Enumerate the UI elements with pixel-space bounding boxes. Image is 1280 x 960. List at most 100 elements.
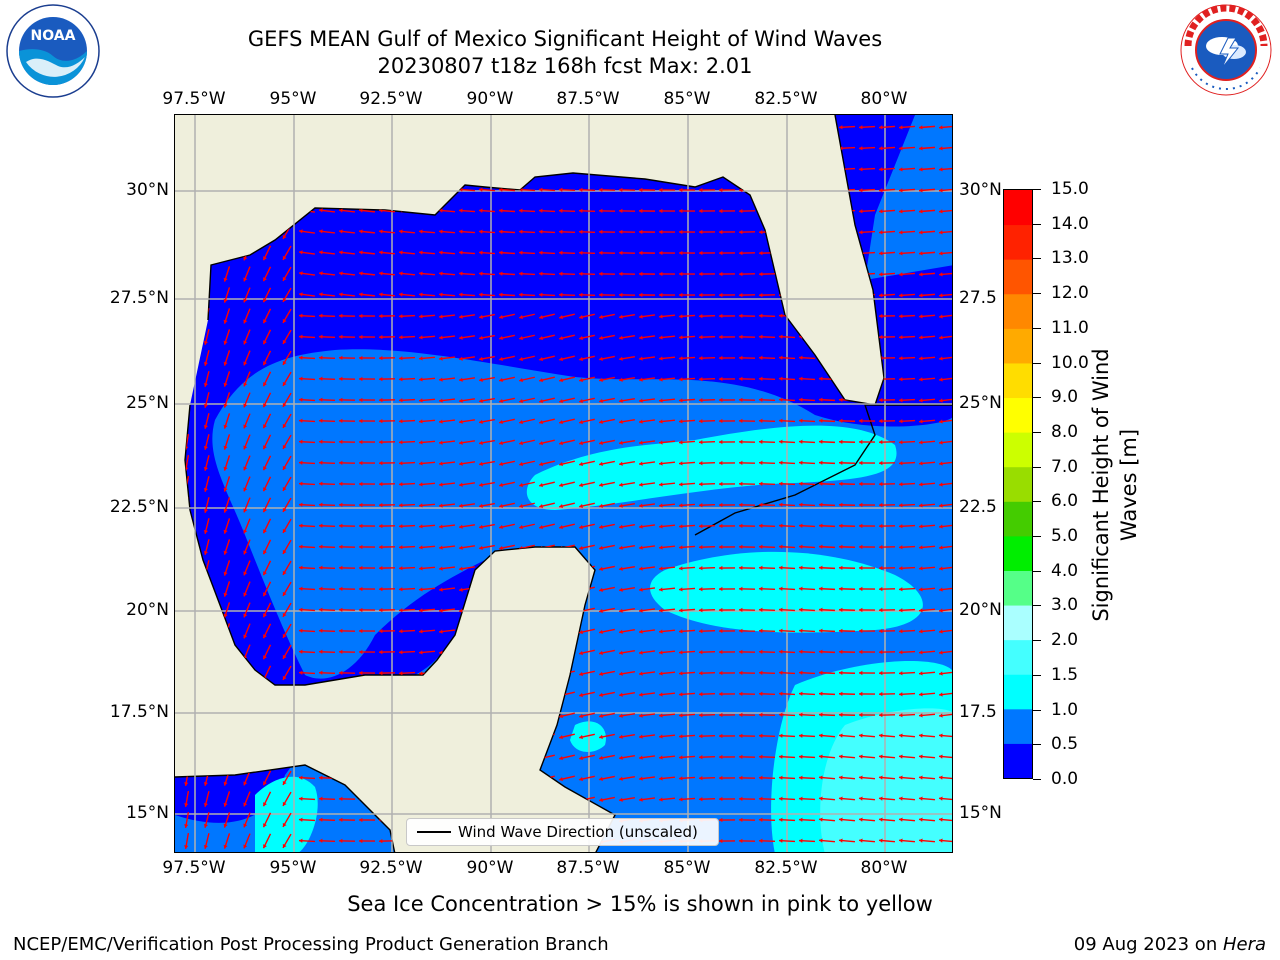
wind-arrow-head: [879, 334, 883, 340]
wind-arrow-head: [639, 587, 643, 592]
wind-arrow-head: [184, 803, 189, 807]
wind-arrow-head: [499, 229, 503, 234]
wind-arrow-head: [779, 376, 783, 381]
wind-arrow-head: [799, 649, 803, 654]
wind-arrow-head: [639, 776, 643, 781]
wind-arrow-head: [499, 377, 503, 383]
wind-arrow-head: [639, 292, 643, 298]
wind-arrow-head: [819, 733, 823, 738]
wind-arrow-head: [559, 208, 563, 213]
wind-arrow-head: [439, 608, 443, 613]
wind-arrow-head: [659, 398, 663, 403]
wind-arrow-head: [559, 734, 563, 740]
wind-arrow-head: [499, 524, 503, 530]
wind-arrow-head: [243, 571, 248, 576]
colorbar-tick-label: 14.0: [1051, 213, 1089, 234]
wind-arrow-head: [399, 419, 403, 424]
wind-arrow-head: [779, 460, 783, 465]
wind-arrow-head: [223, 319, 228, 324]
wind-arrow-head: [599, 608, 603, 613]
wind-arrow-head: [719, 502, 723, 508]
wind-arrow-head: [819, 586, 823, 591]
wind-arrow-head: [559, 398, 563, 404]
wind-arrow-head: [859, 523, 863, 529]
wind-arrow-head: [263, 655, 267, 660]
wind-arrow-head: [419, 229, 423, 234]
wind-arrow-head: [919, 167, 923, 172]
wind-arrow-head: [599, 692, 603, 697]
wind-arrow-head: [719, 712, 723, 718]
wind-arrow-head: [679, 755, 683, 760]
wind-arrow-head: [263, 613, 267, 618]
wind-arrow-head: [319, 418, 323, 423]
wind-arrow-head: [779, 628, 783, 633]
wind-arrow-head: [203, 487, 208, 492]
wind-arrow-head: [659, 229, 663, 235]
wind-arrow-head: [184, 824, 189, 828]
wind-arrow-head: [739, 565, 743, 571]
wind-arrow-head: [779, 649, 783, 654]
wind-arrow-head: [203, 844, 208, 849]
wind-arrow-head: [299, 502, 303, 507]
wind-arrow-head: [282, 591, 287, 596]
wind-arrow-head: [299, 439, 303, 444]
wind-arrow-head: [299, 586, 303, 591]
wind-arrow-head: [559, 271, 563, 276]
wind-arrow-head: [819, 796, 823, 801]
wind-arrow-head: [339, 271, 343, 276]
wind-arrow-head: [639, 482, 643, 487]
wind-arrow-head: [719, 334, 723, 340]
wind-arrow-head: [659, 608, 663, 613]
wind-arrow-head: [359, 502, 363, 508]
wind-arrow-head: [659, 713, 663, 718]
wind-arrow-head: [243, 550, 248, 555]
wind-arrow-head: [419, 608, 423, 613]
wind-arrow-head: [799, 439, 803, 444]
wind-arrow-head: [299, 544, 303, 549]
wind-arrow-head: [839, 838, 843, 843]
wind-arrow-head: [659, 461, 663, 466]
wind-arrow-head: [759, 271, 763, 277]
wind-arrow-head: [899, 775, 903, 780]
wind-arrow-head: [839, 670, 843, 675]
lat-label: 27.5: [959, 288, 997, 308]
wind-arrow-head: [599, 208, 603, 214]
wind-arrow-head: [719, 607, 723, 613]
wind-arrow-head: [939, 566, 943, 571]
wind-arrow-head: [659, 314, 663, 319]
wind-arrow-head: [899, 587, 903, 592]
colorbar-tick-mark: [1033, 431, 1041, 433]
wind-arrow-head: [899, 377, 903, 382]
wind-arrow-head: [339, 397, 343, 403]
wind-arrow-head: [779, 817, 783, 822]
wind-arrow-head: [859, 146, 863, 151]
wind-arrow-head: [319, 796, 323, 801]
wind-arrow-head: [899, 545, 903, 550]
colorbar-swatch: [1004, 570, 1032, 606]
lon-label: 90°W: [466, 89, 514, 109]
wind-arrow-head: [539, 292, 543, 297]
wind-arrow-head: [879, 796, 883, 801]
wind-arrow-head: [619, 629, 623, 634]
lon-label: 92.5°W: [359, 89, 423, 109]
wind-arrow-head: [339, 838, 343, 844]
wind-arrow-head: [243, 466, 248, 471]
wind-arrow-head: [679, 734, 683, 739]
wind-arrow-head: [739, 271, 743, 277]
wind-arrow-head: [819, 523, 823, 528]
wind-arrow-head: [339, 817, 343, 823]
wind-arrow-head: [719, 460, 723, 466]
colorbar-tick-mark: [1033, 501, 1041, 503]
wind-arrow-head: [899, 461, 903, 466]
wind-arrow-head: [799, 586, 803, 591]
wind-arrow-head: [599, 650, 603, 655]
wind-arrow-head: [619, 187, 623, 193]
wind-arrow-head: [263, 634, 267, 639]
wind-arrow-head: [739, 355, 743, 361]
wind-arrow-head: [439, 314, 443, 319]
wind-arrow-head: [739, 607, 743, 613]
wind-arrow-head: [839, 397, 843, 402]
colorbar-tick-label: 10.0: [1051, 352, 1089, 373]
wind-arrow-head: [699, 734, 703, 739]
wind-arrow-head: [779, 481, 783, 486]
